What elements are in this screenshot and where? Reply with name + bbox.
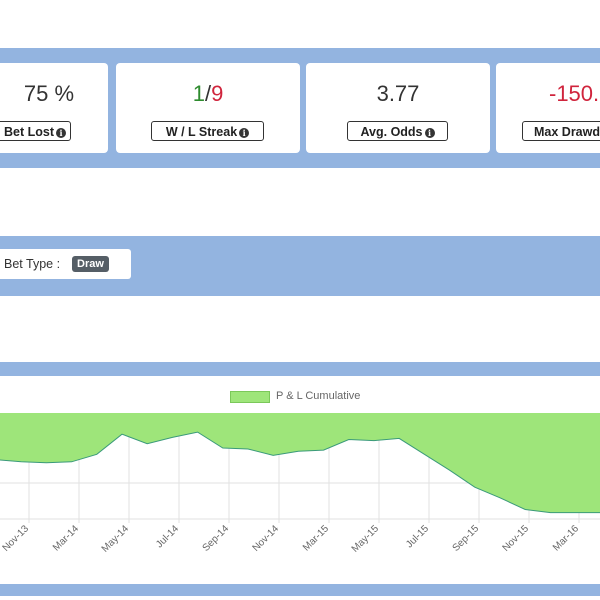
chart-band-bottom xyxy=(0,584,600,596)
stat-value-wl-streak: 1/9 xyxy=(116,81,300,107)
x-tick-label: Sep-15 xyxy=(451,523,482,554)
x-tick-label: Nov-15 xyxy=(501,523,532,554)
stat-value-avg-odds: 3.77 xyxy=(376,81,420,106)
avg-odds-button[interactable]: Avg. Odds i xyxy=(347,121,448,141)
streak-separator: / xyxy=(204,81,212,106)
stat-card-max-drawdown: -150. Max Drawd xyxy=(496,63,600,153)
max-drawdown-button[interactable]: Max Drawd xyxy=(522,121,600,141)
stat-value-max-drawdown: -150. xyxy=(549,81,600,106)
x-tick-label: Mar-14 xyxy=(51,523,81,553)
bet-lost-button[interactable]: Bet Lost i xyxy=(0,121,71,141)
wl-streak-button[interactable]: W / L Streak i xyxy=(151,121,264,141)
avg-odds-label: Avg. Odds xyxy=(360,125,423,139)
x-tick-label: Mar-15 xyxy=(301,523,331,553)
x-tick-label: Mar-16 xyxy=(551,523,581,553)
legend-swatch xyxy=(230,391,270,403)
legend-label: P & L Cumulative xyxy=(276,390,361,402)
x-tick-label: May-15 xyxy=(350,523,382,555)
x-tick-label: Sep-14 xyxy=(201,523,232,554)
bet-lost-label: Bet Lost xyxy=(4,125,54,139)
max-drawdown-label: Max Drawd xyxy=(534,125,600,139)
pl-cumulative-line xyxy=(0,431,600,514)
stat-card-avg-odds: 3.77 Avg. Odds i xyxy=(306,63,490,153)
bet-type-label: Bet Type : xyxy=(4,257,61,271)
bet-type-badge[interactable]: Draw xyxy=(72,256,109,272)
filter-box: Bet Type : Draw xyxy=(0,249,131,279)
stat-card-wl-streak: 1/9 W / L Streak i xyxy=(116,63,300,153)
pl-cumulative-chart: Nov-13 Mar-14 May-14 Jul-14 Sep-14 Nov-14 Mar-… xyxy=(0,413,600,555)
x-tick-label: Jul-15 xyxy=(404,523,431,550)
x-tick-label: May-14 xyxy=(100,523,132,555)
loss-streak-value: 9 xyxy=(211,81,224,106)
info-icon[interactable]: i xyxy=(239,128,250,138)
stat-card-bet-lost: 75 % Bet Lost i xyxy=(0,63,108,153)
x-tick-label: Jul-14 xyxy=(154,523,181,550)
info-icon[interactable]: i xyxy=(56,128,66,138)
x-tick-label: Nov-14 xyxy=(251,523,282,554)
stat-value-bet-lost: 75 % xyxy=(23,81,75,106)
x-tick-label: Nov-13 xyxy=(1,523,32,554)
win-streak-value: 1 xyxy=(192,81,205,106)
pl-cumulative-area xyxy=(0,413,600,513)
info-icon[interactable]: i xyxy=(424,128,435,138)
chart-band-top xyxy=(0,362,600,376)
wl-streak-label: W / L Streak xyxy=(165,125,238,139)
